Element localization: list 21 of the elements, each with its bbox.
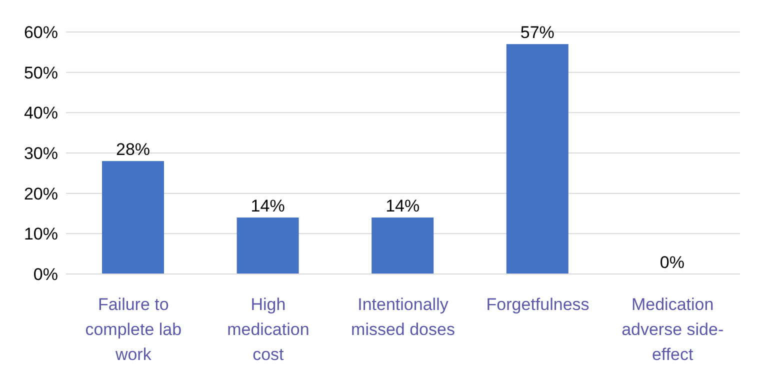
x-tick-label: High medication cost (227, 295, 310, 364)
x-tick-label: Intentionally missed doses (351, 295, 455, 339)
y-tick-label: 40% (24, 104, 58, 123)
x-tick-label: Failure to complete lab work (85, 295, 182, 364)
y-tick-label: 30% (24, 144, 58, 164)
bar (372, 218, 434, 274)
x-tick-label: Forgetfulness (486, 295, 590, 314)
y-tick-label: 10% (24, 224, 58, 244)
data-label: 0% (660, 253, 684, 272)
x-tick-label: Medication adverse side-effect (622, 295, 724, 364)
bar (102, 161, 164, 274)
bar (506, 44, 568, 274)
data-label: 14% (250, 196, 285, 216)
data-label: 14% (386, 196, 420, 216)
data-label: 57% (520, 23, 554, 42)
y-tick-label: 0% (33, 265, 58, 284)
y-tick-label: 20% (24, 184, 58, 204)
y-tick-label: 60% (24, 23, 58, 42)
bar (236, 218, 299, 274)
y-tick-label: 50% (24, 63, 58, 82)
data-label: 28% (116, 140, 150, 160)
